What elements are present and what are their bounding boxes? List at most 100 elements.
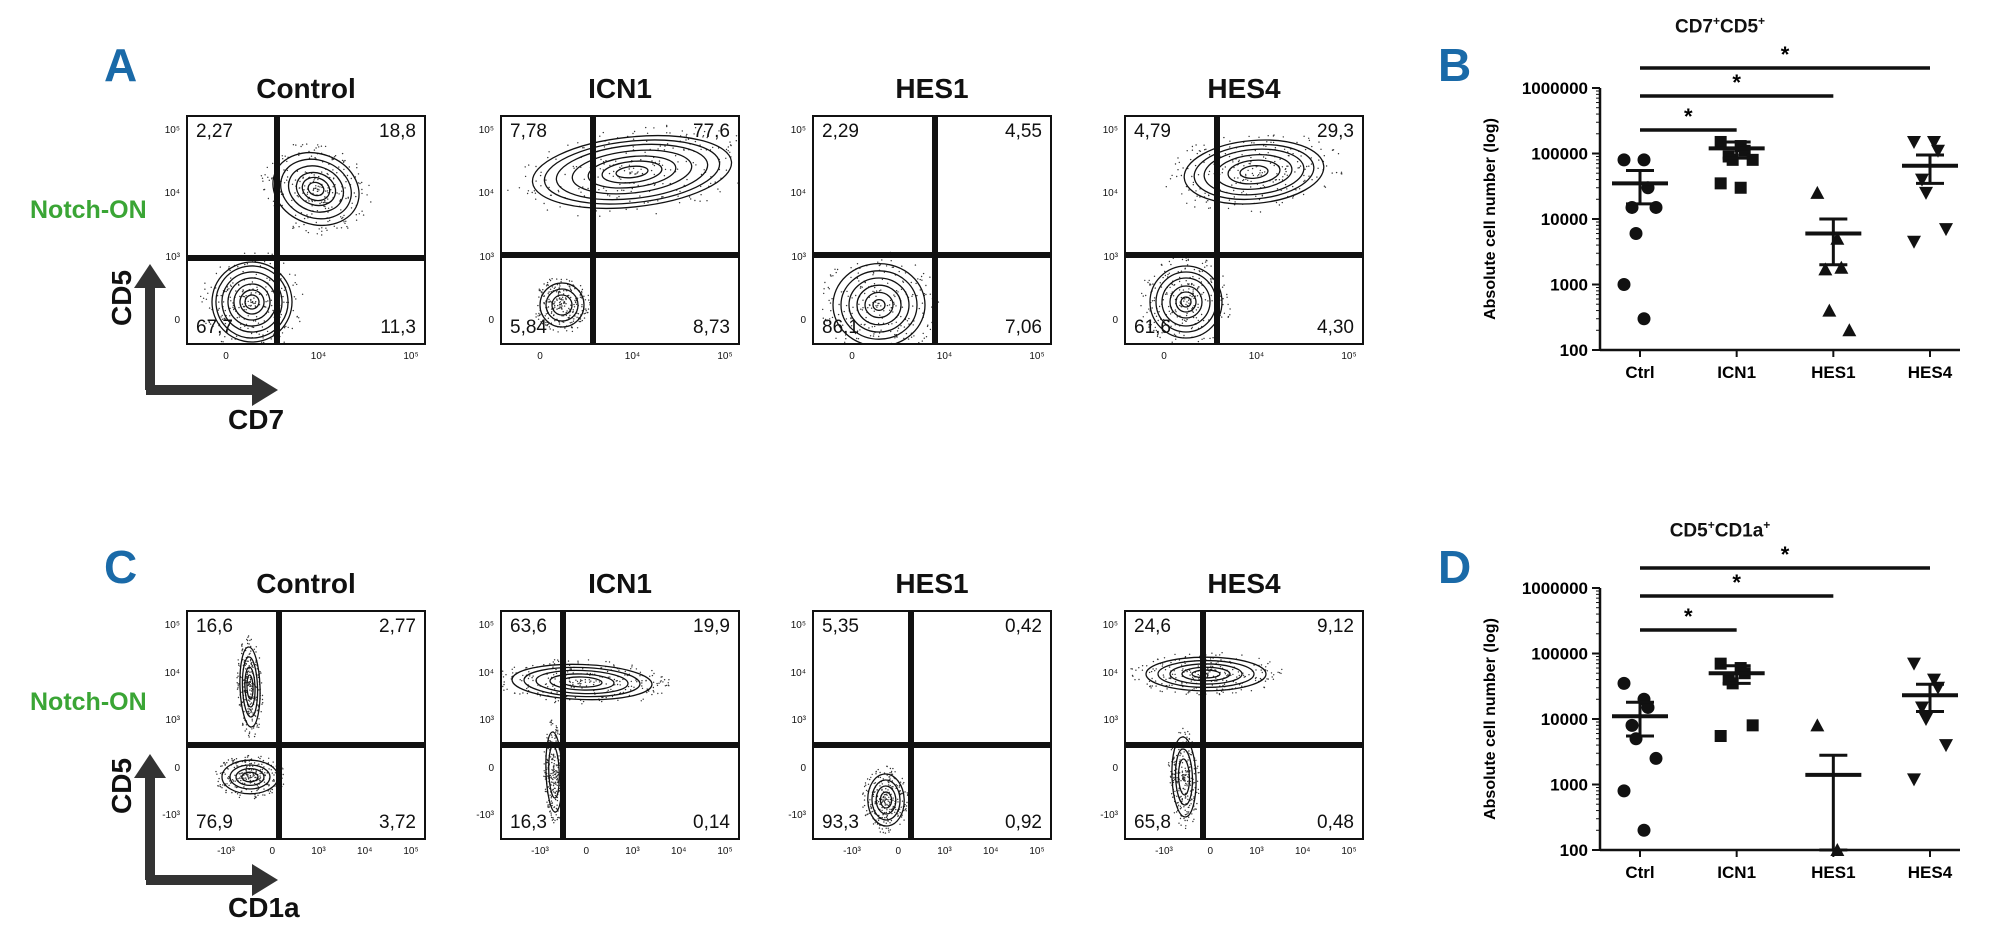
x-axis-label-bottom: CD1a — [228, 892, 300, 923]
event-dot — [900, 792, 903, 795]
event-dot — [1203, 337, 1205, 340]
event-dot — [879, 264, 881, 266]
event-dot — [640, 168, 642, 170]
event-dot — [1183, 300, 1185, 302]
event-dot — [1207, 672, 1209, 674]
x-tick-label: 10³ — [625, 846, 640, 857]
event-dot — [256, 724, 259, 726]
event-dot — [877, 801, 880, 803]
event-dot — [1212, 665, 1214, 668]
gate-vertical — [1214, 117, 1220, 343]
event-dot — [292, 144, 295, 146]
quadrant-percentage: 19,9 — [693, 616, 730, 637]
event-dot — [329, 219, 331, 222]
contour-line — [244, 294, 260, 310]
event-dot — [1235, 682, 1237, 684]
event-dot — [1196, 195, 1198, 197]
event-dot — [368, 184, 370, 187]
data-point — [1714, 177, 1727, 190]
event-dot — [621, 165, 623, 167]
event-dot — [1227, 303, 1229, 306]
event-dot — [553, 783, 555, 785]
event-dot — [851, 312, 853, 315]
event-dot — [822, 317, 824, 319]
contour-line — [1215, 153, 1293, 191]
event-dot — [829, 321, 831, 323]
event-dot — [1236, 676, 1238, 678]
event-dot — [835, 271, 837, 274]
event-dot — [1161, 683, 1163, 685]
event-dot — [1188, 766, 1191, 769]
event-dot — [878, 290, 881, 292]
facs-plot: 5,35 0,42 93,3 0,92 — [812, 610, 1052, 840]
event-dot — [312, 189, 314, 192]
event-dot — [237, 687, 239, 689]
event-dot — [865, 789, 868, 792]
event-dot — [866, 810, 868, 812]
event-dot — [1267, 135, 1269, 137]
event-dot — [1267, 662, 1269, 665]
event-dot — [1185, 782, 1187, 785]
event-dot — [661, 692, 663, 694]
event-dot — [200, 295, 202, 298]
event-dot — [248, 732, 251, 735]
event-dot — [636, 208, 638, 210]
event-dot — [540, 185, 542, 187]
event-dot — [1149, 685, 1151, 688]
event-dot — [554, 773, 556, 776]
event-dot — [588, 299, 590, 301]
event-dot — [247, 778, 250, 780]
event-dot — [583, 195, 586, 197]
event-dot — [883, 310, 885, 312]
event-dot — [1193, 688, 1195, 690]
event-dot — [1180, 824, 1182, 826]
event-dot — [294, 179, 297, 181]
event-dot — [286, 179, 288, 181]
event-dot — [1176, 795, 1178, 797]
contour-line — [287, 165, 345, 213]
event-dot — [242, 723, 244, 726]
event-dot — [324, 207, 327, 210]
event-dot — [662, 681, 664, 683]
event-dot — [537, 315, 539, 317]
event-dot — [553, 822, 555, 824]
event-dot — [319, 202, 321, 205]
event-dot — [1189, 691, 1191, 693]
event-dot — [700, 173, 703, 176]
event-dot — [237, 283, 240, 286]
contour-line — [1239, 164, 1269, 180]
event-dot — [547, 292, 549, 294]
event-dot — [831, 298, 833, 300]
event-dot — [281, 332, 284, 334]
quadrant-percentage: 0,92 — [1005, 812, 1042, 833]
event-dot — [645, 126, 647, 129]
event-dot — [1187, 780, 1189, 783]
event-dot — [1183, 780, 1186, 782]
event-dot — [727, 146, 729, 148]
event-dot — [267, 300, 269, 302]
event-dot — [1190, 803, 1192, 805]
event-dot — [1303, 174, 1305, 177]
event-dot — [557, 292, 560, 294]
event-dot — [903, 781, 905, 784]
event-dot — [1188, 691, 1190, 693]
event-dot — [1197, 174, 1200, 176]
contour-line — [235, 767, 265, 787]
event-dot — [251, 302, 254, 304]
y-axis-label: Absolute cell number (log) — [1482, 118, 1499, 320]
event-dot — [552, 756, 555, 758]
x-tick-label: 10⁴ — [1295, 846, 1311, 857]
event-dot — [878, 335, 880, 338]
contour-line — [1175, 291, 1197, 313]
event-dot — [535, 165, 537, 168]
event-dot — [250, 791, 253, 793]
event-dot — [1181, 258, 1184, 261]
event-dot — [238, 777, 241, 779]
event-dot — [262, 702, 264, 704]
event-dot — [1281, 179, 1284, 181]
quadrant-percentage: 77,6 — [693, 121, 730, 142]
event-dot — [616, 190, 619, 192]
event-dot — [254, 305, 256, 307]
event-dot — [1189, 674, 1191, 676]
quadrant-percentage: 0,42 — [1005, 616, 1042, 637]
